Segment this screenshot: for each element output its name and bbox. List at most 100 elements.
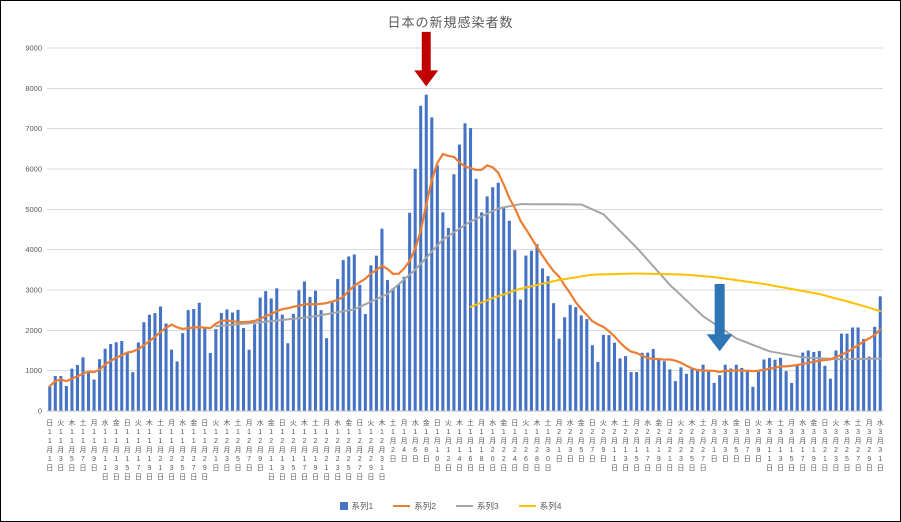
bar — [59, 376, 63, 411]
bar — [806, 350, 810, 411]
bar — [264, 291, 268, 411]
y-tick-label: 4000 — [25, 245, 42, 254]
bar — [718, 375, 722, 411]
bar — [164, 323, 168, 411]
y-tick-label: 3000 — [25, 286, 42, 295]
bar — [269, 298, 273, 411]
bar — [878, 296, 882, 411]
bar — [75, 364, 79, 411]
bar — [612, 342, 617, 411]
bar — [330, 302, 334, 411]
bar — [358, 284, 362, 411]
bar — [801, 352, 805, 411]
y-axis-labels: 0 1000 2000 3000 4000 5000 6000 7000 8000 9000 — [25, 44, 42, 416]
bar — [87, 372, 91, 411]
bar — [197, 302, 201, 411]
bar — [181, 333, 185, 411]
y-tick-label: 9000 — [25, 44, 42, 53]
bar — [109, 344, 113, 411]
bar — [734, 364, 738, 411]
bar — [363, 314, 367, 411]
bar — [607, 335, 611, 411]
bar — [696, 369, 700, 411]
bar — [302, 281, 306, 411]
y-tick-label: 7000 — [25, 124, 42, 133]
bar — [601, 334, 605, 411]
bar — [225, 309, 229, 411]
bar — [596, 361, 600, 411]
bar — [629, 372, 633, 411]
bar — [457, 144, 461, 411]
y-tick-label: 6000 — [25, 165, 42, 174]
chart-title: 日本の新規感染者数 — [387, 15, 514, 30]
bar — [563, 317, 567, 411]
bar — [474, 178, 478, 411]
bar — [535, 244, 539, 411]
bar — [291, 313, 295, 411]
bar — [48, 386, 52, 411]
bar — [679, 367, 683, 411]
bar — [297, 290, 301, 411]
blue-down-arrow — [706, 283, 733, 352]
bar — [790, 382, 794, 411]
bar — [845, 333, 849, 411]
bar — [823, 365, 827, 411]
bar — [247, 349, 251, 411]
bar — [657, 358, 661, 411]
bar — [147, 314, 151, 411]
bar — [668, 369, 672, 411]
bar — [779, 357, 783, 411]
bar — [120, 340, 124, 411]
bar — [380, 228, 384, 411]
bar — [552, 303, 556, 411]
legend-label: 系列2 — [414, 501, 436, 511]
bar — [214, 329, 218, 411]
bar — [435, 165, 439, 411]
bar — [136, 342, 140, 411]
series1-bars — [48, 94, 882, 412]
bar — [867, 356, 871, 411]
bar — [745, 370, 749, 411]
bar — [756, 371, 760, 411]
bar — [319, 310, 323, 411]
bar — [585, 319, 589, 411]
bar — [568, 304, 572, 411]
bar — [397, 284, 401, 411]
bar — [723, 364, 727, 411]
bar — [158, 306, 163, 411]
bar — [441, 212, 445, 411]
bar — [131, 372, 135, 411]
bar — [170, 349, 174, 411]
legend-line-marker — [393, 504, 411, 508]
bar — [773, 359, 777, 411]
bar — [219, 312, 223, 411]
bar — [208, 353, 212, 411]
bar — [114, 342, 118, 411]
y-tick-label: 5000 — [25, 205, 42, 214]
bar — [618, 358, 622, 411]
